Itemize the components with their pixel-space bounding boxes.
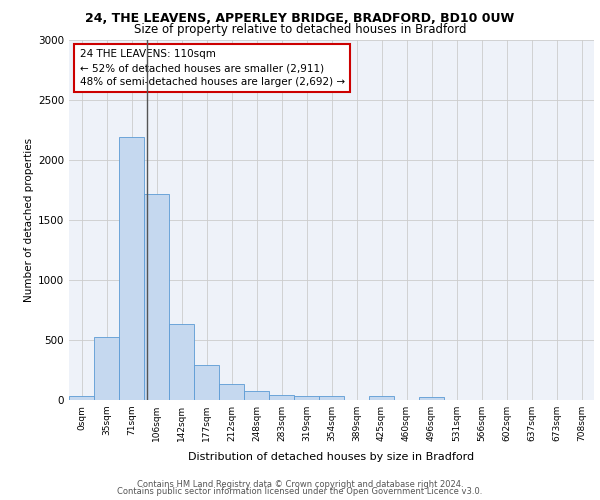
Text: Contains public sector information licensed under the Open Government Licence v3: Contains public sector information licen… <box>118 487 482 496</box>
Bar <box>144 194 169 400</box>
Text: 24 THE LEAVENS: 110sqm
← 52% of detached houses are smaller (2,911)
48% of semi-: 24 THE LEAVENS: 110sqm ← 52% of detached… <box>79 49 344 87</box>
Text: Contains HM Land Registry data © Crown copyright and database right 2024.: Contains HM Land Registry data © Crown c… <box>137 480 463 489</box>
Bar <box>369 396 394 400</box>
Text: Size of property relative to detached houses in Bradford: Size of property relative to detached ho… <box>134 22 466 36</box>
Bar <box>294 396 319 400</box>
Bar <box>94 337 119 400</box>
Bar <box>69 396 94 400</box>
Bar <box>419 397 444 400</box>
Bar <box>244 391 269 400</box>
Bar <box>169 324 194 400</box>
Y-axis label: Number of detached properties: Number of detached properties <box>24 138 34 302</box>
Bar <box>194 365 219 400</box>
Text: 24, THE LEAVENS, APPERLEY BRIDGE, BRADFORD, BD10 0UW: 24, THE LEAVENS, APPERLEY BRIDGE, BRADFO… <box>85 12 515 26</box>
Bar <box>119 136 144 400</box>
Bar <box>319 396 344 400</box>
Bar <box>269 394 294 400</box>
X-axis label: Distribution of detached houses by size in Bradford: Distribution of detached houses by size … <box>188 452 475 462</box>
Bar <box>219 384 244 400</box>
